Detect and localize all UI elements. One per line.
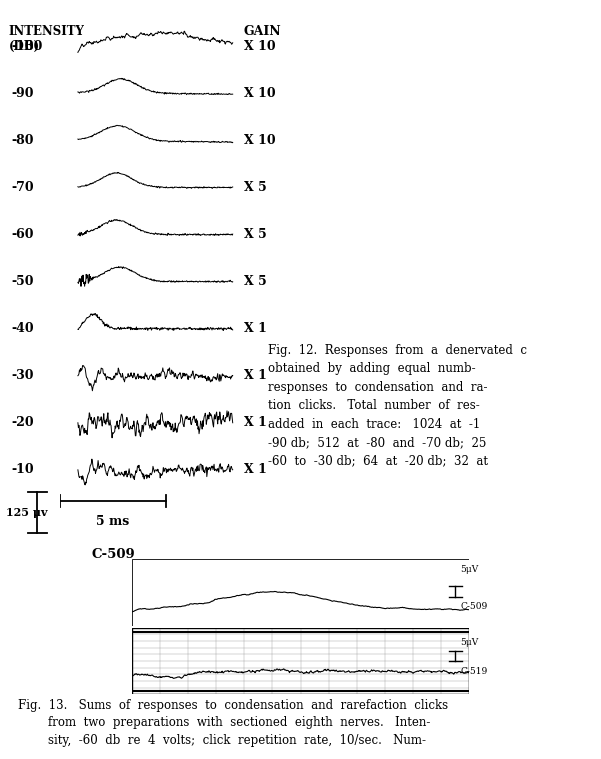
- Text: X 5: X 5: [244, 181, 266, 194]
- Text: 5 ms: 5 ms: [96, 515, 130, 528]
- Text: -40: -40: [11, 322, 34, 335]
- Text: -20: -20: [11, 416, 34, 430]
- Text: X 10: X 10: [244, 39, 275, 53]
- Text: C-509: C-509: [91, 547, 135, 561]
- Text: X 5: X 5: [244, 228, 266, 241]
- Text: X 1: X 1: [244, 369, 267, 383]
- Text: 5μV: 5μV: [460, 638, 478, 647]
- Text: X 10: X 10: [244, 134, 275, 147]
- Text: X 1: X 1: [244, 463, 267, 477]
- Text: -80: -80: [11, 134, 34, 147]
- Text: Fig.  13.   Sums  of  responses  to  condensation  and  rarefaction  clicks
    : Fig. 13. Sums of responses to condensati…: [18, 699, 448, 747]
- Text: 5μV: 5μV: [460, 565, 478, 574]
- Text: -50: -50: [11, 275, 34, 288]
- Text: INTENSITY
(DB): INTENSITY (DB): [9, 25, 85, 53]
- Text: 125 μv: 125 μv: [6, 507, 47, 518]
- Text: GAIN: GAIN: [244, 25, 281, 38]
- Text: Fig.  12.  Responses  from  a  denervated  c
obtained  by  adding  equal  numb-
: Fig. 12. Responses from a denervated c o…: [267, 344, 526, 468]
- Text: X 10: X 10: [244, 87, 275, 100]
- Text: C-519: C-519: [460, 666, 487, 676]
- Text: -10: -10: [11, 463, 34, 477]
- Text: -70: -70: [11, 181, 34, 194]
- Text: -90: -90: [11, 87, 34, 100]
- Text: X 1: X 1: [244, 416, 267, 430]
- Text: -60: -60: [11, 228, 34, 241]
- Text: X 5: X 5: [244, 275, 266, 288]
- Text: C-509: C-509: [460, 602, 487, 611]
- Text: X 1: X 1: [244, 322, 267, 335]
- Text: -100: -100: [11, 39, 43, 53]
- Text: -30: -30: [11, 369, 34, 383]
